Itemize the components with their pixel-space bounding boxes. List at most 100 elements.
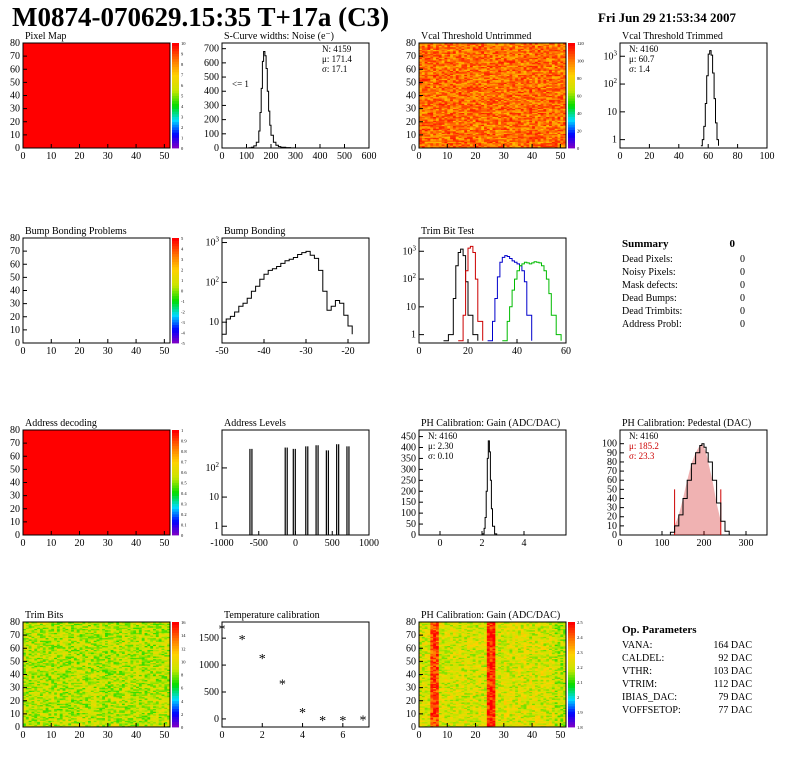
heatmap-cell [495,129,499,132]
heatmap-cell [489,129,493,132]
heatmap-cell [489,144,493,146]
heatmap-cell [517,120,522,123]
heatmap-cell [498,120,502,123]
heatmap-cell [461,119,465,121]
colorbar-segment [172,277,179,281]
heatmap-cell [549,144,553,146]
heatmap-cell [438,134,443,137]
heatmap-cell [464,133,468,136]
heatmap-cell [447,138,451,141]
heatmap-cell [464,138,468,141]
x-tick-label: 30 [499,151,509,162]
heatmap-cell [450,117,454,120]
heatmap-cell [450,134,454,137]
heatmap-cell [447,133,451,136]
heatmap-cell [438,145,443,148]
heatmap-cell [554,117,558,120]
heatmap-cell [467,116,471,119]
colorbar-tick-label: 0 [181,146,184,151]
heatmap-cell [503,119,508,121]
heatmap-cell [481,125,485,128]
colorbar-segment [172,437,179,441]
colorbar-tick-label: 1 [181,136,183,141]
heatmap-cell [489,130,493,133]
heatmap-cell [520,133,524,136]
heatmap-cell [424,121,428,124]
heatmap-cell [450,130,454,133]
heatmap-cell [433,145,437,148]
heatmap-cell [492,142,496,145]
colorbar-segment [172,85,179,89]
heatmap-cell [557,123,561,125]
heatmap-cell [509,133,513,136]
heatmap-cell [500,125,505,128]
heatmap-cell [458,125,462,128]
heatmap-cell [455,133,459,136]
heatmap-cell [438,136,443,138]
heatmap-cell [419,128,423,131]
y-tick-label: 10 [10,130,20,141]
heatmap-cell [515,119,519,121]
heatmap-cell [441,145,445,148]
heatmap-cell [455,145,459,148]
colorbar-segment [172,111,179,115]
heatmap-cell [489,127,493,129]
heatmap-cell [421,127,426,129]
heatmap-cell [546,125,550,128]
y-tick-label: 102 [604,77,618,90]
heatmap-cell [486,125,491,128]
heatmap-cell [515,134,519,137]
heatmap-cell [560,128,564,131]
heatmap-cell [506,124,510,127]
heatmap-cell [520,119,524,121]
y-tick-label: 70 [10,51,20,62]
heatmap-cell [421,145,426,148]
heatmap-cell [461,127,465,129]
heatmap-cell [537,117,541,120]
heatmap-cell [546,138,550,141]
heatmap-cell [427,120,431,123]
heatmap-cell [458,141,462,144]
heatmap-cell [523,128,527,131]
heatmap-cell [492,124,496,127]
heatmap-cell [520,141,524,144]
colorbar-tick-label: 2 [181,125,183,130]
heatmap-cell [549,125,553,128]
y-tick-label: 0 [15,143,20,154]
heatmap-cell [532,128,536,131]
heatmap-cell [467,128,471,131]
heatmap-cell [554,130,558,133]
heatmap-cell [435,124,440,127]
heatmap-cell [492,137,496,140]
plot-frame [22,237,171,344]
heatmap-cell [520,144,524,146]
heatmap-cell [517,121,522,124]
colorbar-segment [172,245,179,249]
heatmap-cell [543,129,547,132]
heatmap-cell [467,117,471,120]
heatmap-cell [506,127,510,129]
heatmap-cell [441,120,445,123]
heatmap-cell [489,124,493,127]
heatmap-cell [495,138,499,141]
heatmap-cell [520,134,524,137]
heatmap-cell [498,130,502,133]
chart-title: Trim Bit Test [421,226,474,237]
heatmap-cell [529,140,533,142]
heatmap-cell [515,121,519,124]
heatmap-cell [486,123,491,125]
colorbar-segment [172,259,179,263]
colorbar-segment [172,314,179,318]
heatmap-cell [523,138,527,141]
heatmap-cell [484,142,488,145]
heatmap-cell [455,144,459,146]
y-tick-label: 0 [411,143,416,154]
colorbar-segment [568,74,575,78]
heatmap-cell [455,138,459,141]
colorbar-segment [172,295,179,299]
colorbar-segment [568,121,575,125]
chart-title: Address decoding [25,418,97,429]
x-tick-label: 300 [739,538,754,549]
heatmap-cell [444,136,448,138]
